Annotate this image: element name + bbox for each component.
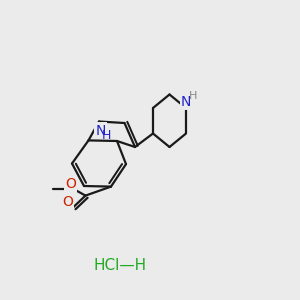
Text: H: H [102, 128, 111, 142]
Text: H: H [189, 91, 198, 101]
Text: O: O [65, 178, 76, 191]
Text: N: N [181, 95, 191, 109]
Text: O: O [62, 196, 73, 209]
Text: HCl—H: HCl—H [93, 258, 147, 273]
Text: N: N [95, 124, 106, 137]
